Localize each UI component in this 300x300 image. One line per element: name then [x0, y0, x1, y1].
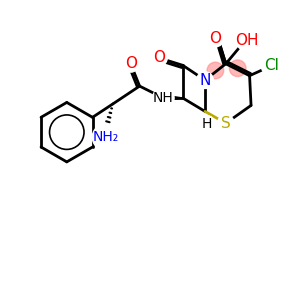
- Text: NH: NH: [153, 91, 174, 105]
- Text: O: O: [209, 31, 221, 46]
- Text: OH: OH: [235, 32, 258, 47]
- Text: H: H: [201, 117, 212, 131]
- Circle shape: [261, 55, 283, 76]
- Circle shape: [92, 124, 119, 150]
- Text: N: N: [199, 73, 211, 88]
- Circle shape: [153, 87, 174, 109]
- Circle shape: [207, 30, 224, 47]
- Text: S: S: [221, 116, 231, 131]
- Circle shape: [151, 50, 167, 66]
- Circle shape: [236, 29, 257, 51]
- Circle shape: [197, 72, 213, 88]
- Text: NH₂: NH₂: [92, 130, 119, 144]
- Circle shape: [122, 56, 139, 72]
- Text: O: O: [153, 50, 165, 65]
- Circle shape: [218, 115, 234, 132]
- Polygon shape: [164, 95, 183, 101]
- Text: Cl: Cl: [264, 58, 279, 73]
- Circle shape: [230, 60, 246, 76]
- Text: O: O: [125, 56, 137, 71]
- Circle shape: [198, 116, 215, 132]
- Circle shape: [207, 62, 224, 79]
